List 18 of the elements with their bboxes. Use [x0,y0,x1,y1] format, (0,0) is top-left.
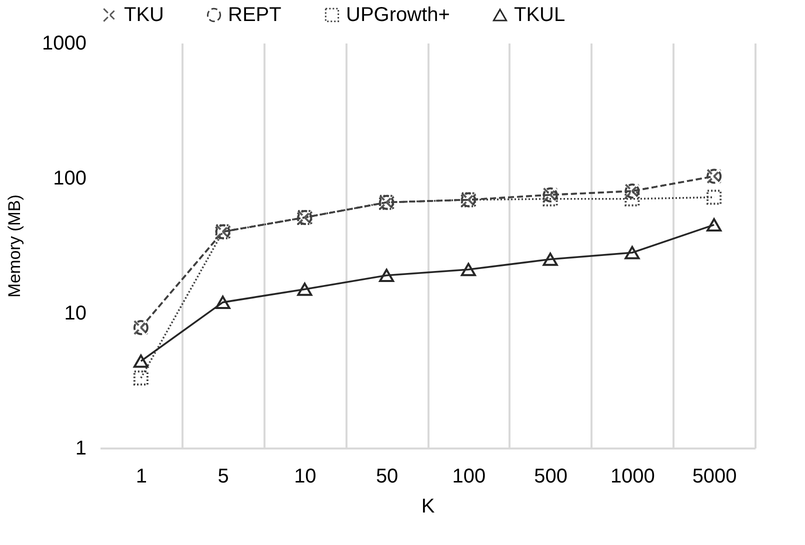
y-tick-label: 1000 [42,32,86,54]
x-tick-label: 100 [452,466,486,488]
legend-label: TKUL [514,4,566,26]
x-axis-title: K [421,496,436,518]
y-tick-label: 1 [75,438,86,460]
legend-label: UPGrowth+ [346,4,450,26]
x-tick-label: 5000 [692,466,737,488]
x-tick-label: 1000 [610,466,655,488]
x-tick-label: 1 [136,466,147,488]
y-axis-title: Memory (MB) [5,194,24,298]
legend-label: TKU [124,4,164,26]
x-tick-label: 5 [218,466,229,488]
x-tick-label: 10 [294,466,316,488]
x-tick-label: 50 [376,466,398,488]
x-tick-label: 500 [534,466,568,488]
y-tick-label: 10 [64,302,86,324]
y-tick-label: 100 [53,168,86,190]
legend-label: REPT [228,4,282,26]
